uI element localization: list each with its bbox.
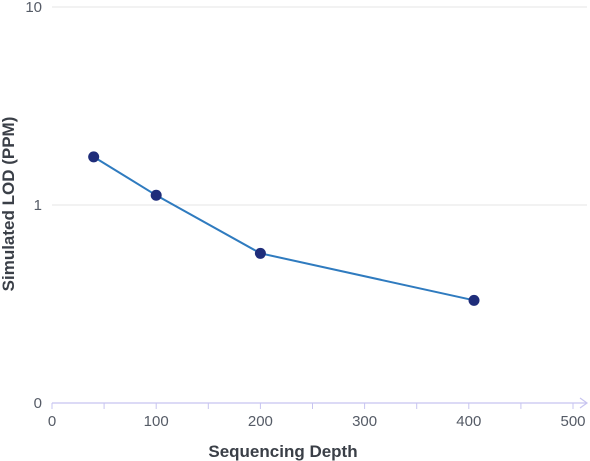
x-tick-label: 500 (560, 413, 585, 430)
y-axis-title: Simulated LOD (PPM) (0, 117, 18, 292)
x-tick-label: 0 (48, 413, 56, 430)
y-tick-label: 1 (34, 197, 42, 214)
x-tick-label: 300 (352, 413, 377, 430)
x-axis-ticks: 0 100 200 300 400 500 (48, 403, 586, 430)
data-point (254, 247, 266, 259)
series-layer (88, 151, 480, 306)
data-point (150, 189, 162, 201)
x-tick-label: 200 (248, 413, 273, 430)
x-axis-arrow (579, 397, 589, 409)
x-axis (52, 397, 589, 409)
x-axis-title: Sequencing Depth (208, 442, 357, 461)
series-line (93, 156, 475, 302)
x-tick-label: 100 (144, 413, 169, 430)
data-point (468, 294, 480, 306)
y-tick-label: 0 (34, 395, 42, 412)
x-tick-label: 400 (456, 413, 481, 430)
data-point (88, 151, 100, 163)
grid-lines (52, 6, 587, 206)
y-tick-label: 10 (25, 0, 42, 16)
